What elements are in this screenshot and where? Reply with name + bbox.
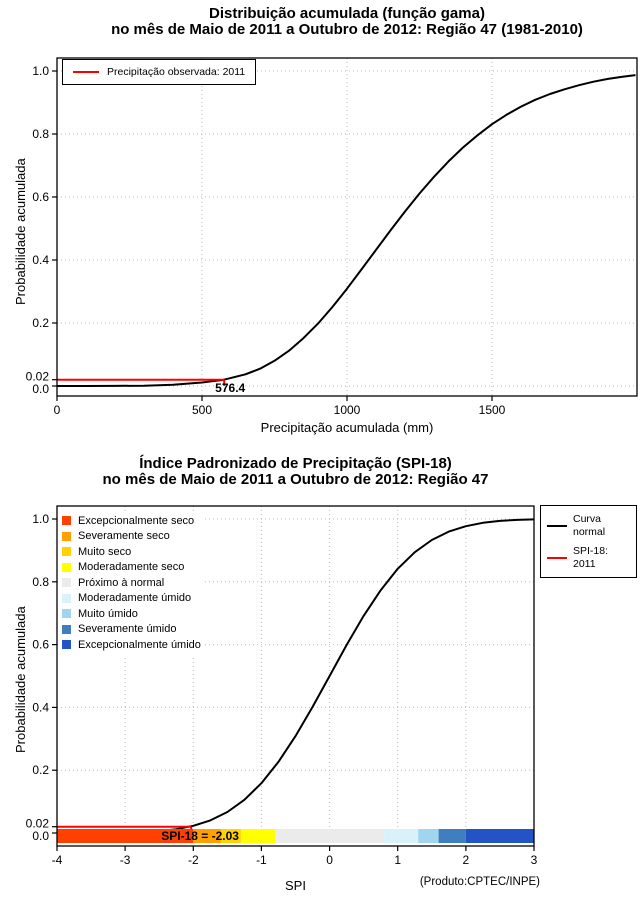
legend-label: Precipitação observada: 2011	[107, 66, 246, 78]
x-tick-label: 3	[531, 853, 538, 867]
y-axis-title: Probabilidade acumulada	[13, 158, 28, 305]
spi-category-item: Excepcionalmente úmido	[62, 637, 201, 653]
spi-cdf-plot: -4 -3 -2 -1 0 1 2 3 0.0 0.2 0.4 0.6 0.8 1.0 0.02 SPI-18…	[26, 505, 538, 867]
x-tick-label: 1000	[334, 403, 361, 417]
series-line-0	[57, 74, 636, 387]
spi-category-item: Próximo à normal	[62, 575, 201, 591]
red-line-sample	[547, 556, 567, 559]
spi-chart: -4 -3 -2 -1 0 1 2 3 0.0 0.2 0.4 0.6 0.8 1.0 0.02 SPI-18…	[0, 450, 640, 900]
red-line-sample	[73, 71, 99, 73]
y-tick-label: 0.0	[32, 382, 49, 396]
y-tick-label: 0.6	[32, 638, 49, 652]
category-color-swatch	[62, 531, 71, 541]
spi-category-segment	[465, 829, 534, 843]
spi-category-item: Moderadamente úmido	[62, 591, 201, 607]
category-label: Severamente seco	[78, 530, 170, 543]
spi-category-segment	[220, 829, 241, 843]
legend-entry-spi-2011: SPI-18: 2011	[547, 545, 630, 570]
spi-category-legend: Excepcionalmente seco Severamente seco Mui…	[60, 511, 203, 655]
y-tick-label: 1.0	[32, 512, 49, 526]
chart-title: Índice Padronizado de Precipitação (SPI-…	[139, 455, 452, 472]
y-tick-label: 0.02	[26, 370, 50, 384]
category-color-swatch	[62, 609, 71, 619]
y-tick-label: 0.4	[32, 253, 49, 267]
x-tick-label: 500	[192, 403, 212, 417]
y-tick-label: 0.02	[26, 817, 50, 831]
x-tick-label: 0	[54, 403, 61, 417]
x-tick-label: -1	[256, 853, 267, 867]
category-label: Muito úmido	[78, 607, 138, 620]
legend-entry-normal-curve: Curva normal	[547, 513, 630, 538]
spi-category-item: Severamente seco	[62, 529, 201, 545]
chart-subtitle: no mês de Maio de 2011 a Outubro de 2012…	[102, 471, 489, 488]
product-credit: (Produto:CPTEC/INPE)	[419, 876, 540, 888]
x-tick-label: 0	[326, 853, 333, 867]
spi-category-segment	[193, 829, 221, 843]
chart-titles: Índice Padronizado de Precipitação (SPI-…	[0, 456, 591, 488]
legend-label: Curva normal	[573, 513, 606, 538]
spi-category-item: Moderadamente seco	[62, 560, 201, 576]
curves-legend: Curva normal SPI-18: 2011	[540, 505, 637, 579]
spi-category-segment	[241, 829, 276, 843]
y-tick-label: 1.0	[32, 64, 49, 78]
legend-label: SPI-18: 2011	[573, 545, 609, 570]
spi-category-segment	[438, 829, 466, 843]
spi-category-segment	[384, 829, 419, 843]
y-tick-label: 0.8	[32, 127, 49, 141]
category-label: Moderadamente úmido	[78, 592, 192, 605]
annotation: SPI-18 = -2.03	[161, 829, 239, 843]
category-label: Excepcionalmente úmido	[78, 638, 201, 651]
chart-title: Distribuição acumulada (função gama)	[209, 5, 485, 22]
observed-precip-legend: Precipitação observada: 2011	[62, 59, 257, 85]
x-tick-label: 1	[394, 853, 401, 867]
category-color-swatch	[62, 593, 71, 603]
category-label: Moderadamente seco	[78, 561, 185, 574]
plot-frame	[56, 505, 535, 847]
category-color-swatch	[62, 562, 71, 572]
x-tick-label: 2	[463, 853, 470, 867]
spi-category-segment	[275, 829, 385, 843]
y-tick-label: 0.2	[32, 316, 49, 330]
category-label: Excepcionalmente seco	[78, 514, 195, 527]
category-color-swatch	[62, 547, 71, 557]
category-label: Muito seco	[78, 545, 132, 558]
x-tick-label: -2	[188, 853, 199, 867]
y-tick-label: 0.0	[32, 829, 49, 843]
category-color-swatch	[62, 624, 71, 634]
spi-category-item: Muito úmido	[62, 606, 201, 622]
annotation: 576.4	[215, 381, 245, 395]
category-color-swatch	[62, 640, 71, 650]
spi-category-item: Severamente úmido	[62, 622, 201, 638]
spi-category-segment	[418, 829, 439, 843]
category-color-swatch	[62, 578, 71, 588]
category-color-swatch	[62, 516, 71, 526]
y-tick-label: 0.8	[32, 575, 49, 589]
spi-category-item: Excepcionalmente seco	[62, 513, 201, 529]
y-tick-label: 0.6	[32, 190, 49, 204]
x-axis-title: Precipitação acumulada (mm)	[260, 420, 434, 435]
y-tick-label: 0.2	[32, 763, 49, 777]
x-tick-label: -4	[52, 853, 63, 867]
black-line-sample	[547, 524, 567, 527]
chart-titles: Distribuição acumulada (função gama) no …	[54, 6, 640, 38]
x-axis-title: SPI	[285, 878, 306, 893]
spi-category-segment	[57, 829, 194, 843]
spi-category-item: Muito seco	[62, 544, 201, 560]
y-axis-title: Probabilidade acumulada	[13, 606, 28, 753]
x-tick-label: -3	[120, 853, 131, 867]
gamma-distribution-chart: 0 500 1000 1500 0.0 0.2 0.4 0.6 0.8 1.0 0.02 576.4 …	[13, 6, 640, 435]
category-label: Próximo à normal	[78, 576, 165, 589]
chart-subtitle: no mês de Maio de 2011 a Outubro de 2012…	[111, 21, 583, 38]
category-label: Severamente úmido	[78, 623, 177, 636]
x-tick-label: 1500	[479, 403, 506, 417]
y-tick-label: 0.4	[32, 700, 49, 714]
